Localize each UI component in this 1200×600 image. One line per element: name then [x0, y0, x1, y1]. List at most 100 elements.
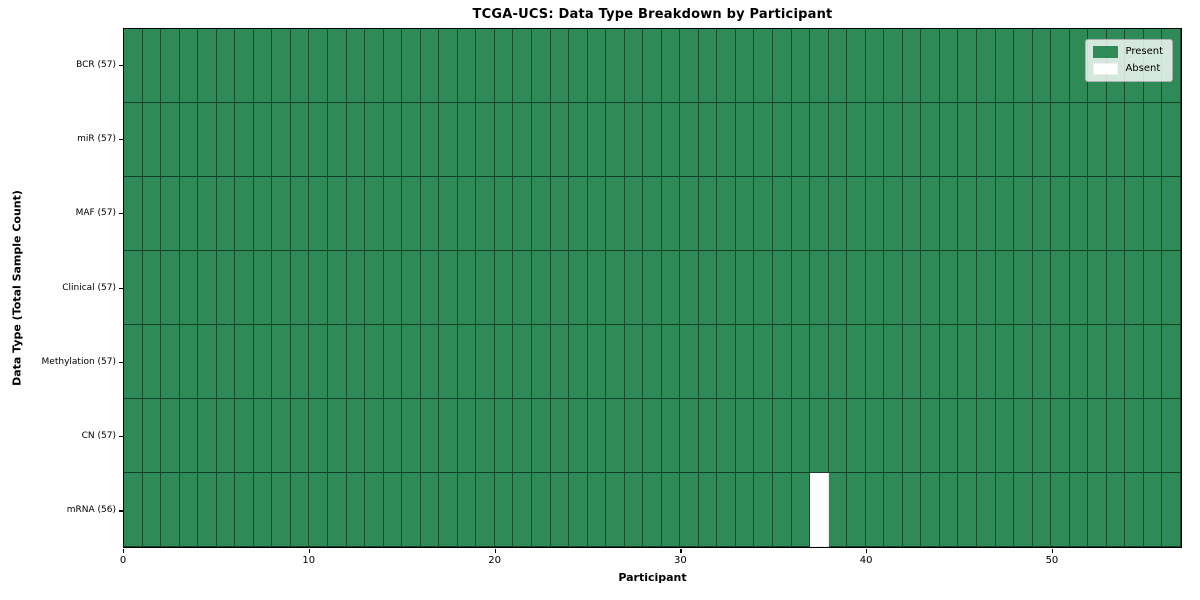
cell-MAF-p28	[643, 177, 662, 251]
cell-BCR-p18	[457, 29, 477, 103]
cell-MAF-p22	[531, 177, 551, 251]
cell-Methylation-p11	[327, 325, 347, 399]
cell-miR-p42	[902, 103, 922, 177]
cell-Methylation-p31	[698, 325, 718, 399]
cell-BCR-p5	[216, 29, 236, 103]
cell-BCR-p31	[698, 29, 718, 103]
cell-BCR-p12	[346, 29, 366, 103]
cell-Clinical-p19	[476, 251, 495, 325]
cell-CN-p52	[1088, 399, 1107, 473]
cell-mRNA-p36	[791, 473, 811, 547]
cell-mRNA-p31	[698, 473, 718, 547]
cell-MAF-p44	[939, 177, 959, 251]
cell-MAF-p17	[439, 177, 458, 251]
cell-CN-p4	[198, 399, 217, 473]
cell-MAF-p4	[198, 177, 217, 251]
cell-mRNA-p27	[624, 473, 644, 547]
cell-mRNA-p29	[661, 473, 681, 547]
cell-CN-p18	[457, 399, 477, 473]
cell-BCR-p2	[161, 29, 180, 103]
cell-mRNA-p28	[643, 473, 662, 547]
cell-miR-p33	[735, 103, 755, 177]
cell-CN-p9	[290, 399, 310, 473]
cell-mRNA-p48	[1014, 473, 1033, 547]
cell-Methylation-p26	[606, 325, 625, 399]
cell-miR-p15	[402, 103, 421, 177]
x-tick-mark	[308, 549, 310, 553]
cell-BCR-p37	[810, 29, 829, 103]
cell-Methylation-p41	[884, 325, 903, 399]
cell-BCR-p26	[606, 29, 625, 103]
cell-BCR-p19	[476, 29, 495, 103]
x-tick-label-0: 0	[119, 555, 127, 566]
cell-CN-p36	[791, 399, 811, 473]
cell-BCR-p29	[661, 29, 681, 103]
cell-MAF-p53	[1106, 177, 1126, 251]
cell-CN-p1	[142, 399, 162, 473]
cell-BCR-p14	[383, 29, 403, 103]
cell-BCR-p27	[624, 29, 644, 103]
legend-label-present: Present	[1125, 46, 1163, 57]
cell-CN-p45	[958, 399, 978, 473]
y-tick-mark	[119, 64, 123, 66]
cell-BCR-p10	[309, 29, 328, 103]
cell-Clinical-p37	[810, 251, 829, 325]
cell-BCR-p39	[847, 29, 866, 103]
cell-Methylation-p27	[624, 325, 644, 399]
cell-Methylation-p33	[735, 325, 755, 399]
cell-BCR-p6	[235, 29, 254, 103]
cell-Methylation-p9	[290, 325, 310, 399]
cell-Clinical-p30	[680, 251, 699, 325]
present-swatch	[1093, 46, 1119, 58]
cell-Methylation-p39	[847, 325, 866, 399]
cell-Methylation-p8	[272, 325, 291, 399]
cell-CN-p13	[365, 399, 384, 473]
cell-Clinical-p51	[1069, 251, 1089, 325]
cell-mRNA-p6	[235, 473, 254, 547]
cell-mRNA-p17	[439, 473, 458, 547]
cell-Clinical-p50	[1051, 251, 1070, 325]
cell-Methylation-p40	[865, 325, 885, 399]
cell-MAF-p29	[661, 177, 681, 251]
cell-mRNA-p52	[1088, 473, 1107, 547]
cell-Methylation-p15	[402, 325, 421, 399]
cell-miR-p26	[606, 103, 625, 177]
cell-miR-p29	[661, 103, 681, 177]
cell-mRNA-p51	[1069, 473, 1089, 547]
cell-Clinical-p24	[569, 251, 588, 325]
cell-BCR-p38	[828, 29, 848, 103]
cell-MAF-p10	[309, 177, 328, 251]
cell-Clinical-p9	[290, 251, 310, 325]
cell-mRNA-p35	[773, 473, 792, 547]
cell-CN-p49	[1032, 399, 1052, 473]
cell-Methylation-p44	[939, 325, 959, 399]
y-tick-label-CN: CN (57)	[81, 431, 116, 442]
y-tick-mark	[119, 361, 123, 363]
cell-BCR-p36	[791, 29, 811, 103]
cell-Clinical-p41	[884, 251, 903, 325]
legend-label-absent: Absent	[1125, 63, 1161, 74]
cell-Clinical-p15	[402, 251, 421, 325]
cell-miR-p52	[1088, 103, 1107, 177]
cell-mRNA-p11	[327, 473, 347, 547]
cell-MAF-p49	[1032, 177, 1052, 251]
cell-BCR-p23	[550, 29, 570, 103]
cell-Methylation-p45	[958, 325, 978, 399]
x-tick-label-50: 50	[1045, 555, 1059, 566]
cell-miR-p13	[365, 103, 384, 177]
cell-CN-p17	[439, 399, 458, 473]
x-tick-label-10: 10	[302, 555, 316, 566]
cell-MAF-p12	[346, 177, 366, 251]
cell-miR-p19	[476, 103, 495, 177]
cell-mRNA-p49	[1032, 473, 1052, 547]
cell-mRNA-p55	[1143, 473, 1163, 547]
cell-miR-p7	[253, 103, 273, 177]
cell-miR-p10	[309, 103, 328, 177]
cell-CN-p23	[550, 399, 570, 473]
cell-MAF-p46	[977, 177, 996, 251]
cell-CN-p25	[587, 399, 607, 473]
cell-Methylation-p48	[1014, 325, 1033, 399]
cell-CN-p40	[865, 399, 885, 473]
cell-BCR-p50	[1051, 29, 1070, 103]
cell-CN-p12	[346, 399, 366, 473]
